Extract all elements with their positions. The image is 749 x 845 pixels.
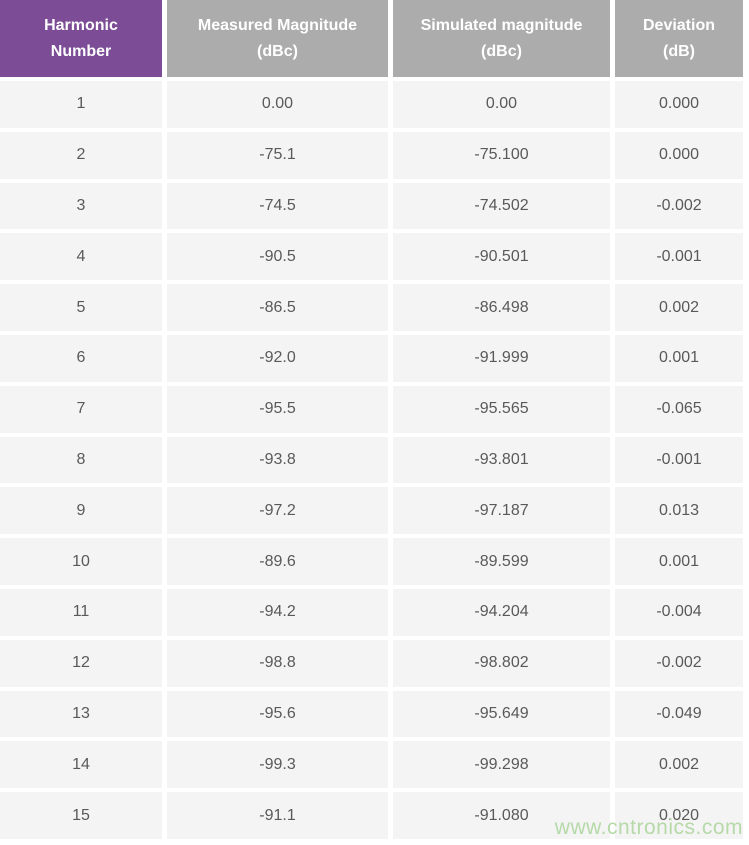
table-row: 5 -86.5 -86.498 0.002 (0, 284, 744, 331)
table-row: 13 -95.6 -95.649 -0.049 (0, 690, 744, 738)
table-row: 7 -95.5 -95.565 -0.065 (0, 385, 744, 433)
cell-measured-magnitude: -94.2 (167, 588, 388, 636)
cell-deviation: -0.002 (615, 182, 743, 230)
cell-harmonic-number: 8 (0, 436, 162, 484)
table-row: 9 -97.2 -97.187 0.013 (0, 487, 744, 535)
table-row: 8 -93.8 -93.801 -0.001 (0, 436, 744, 484)
cell-simulated-magnitude: -98.802 (393, 639, 610, 687)
cell-simulated-magnitude: -91.999 (393, 334, 610, 382)
cell-harmonic-number: 3 (0, 182, 162, 230)
cell-harmonic-number: 13 (0, 690, 162, 738)
cell-deviation: 0.013 (615, 487, 743, 535)
table-row: 6 -92.0 -91.999 0.001 (0, 334, 744, 382)
cell-deviation: 0.000 (615, 131, 743, 179)
cell-deviation: -0.001 (615, 233, 743, 281)
cell-measured-magnitude: -95.5 (167, 385, 388, 433)
cell-harmonic-number: 2 (0, 131, 162, 179)
cell-deviation: 0.002 (615, 741, 743, 789)
cell-deviation: 0.020 (615, 792, 743, 839)
cell-measured-magnitude: -99.3 (167, 741, 388, 789)
cell-measured-magnitude: 0.00 (167, 81, 388, 128)
cell-deviation: 0.000 (615, 81, 743, 128)
cell-measured-magnitude: -91.1 (167, 792, 388, 839)
cell-harmonic-number: 9 (0, 487, 162, 535)
cell-simulated-magnitude: -95.649 (393, 690, 610, 738)
cell-harmonic-number: 6 (0, 334, 162, 382)
cell-harmonic-number: 10 (0, 538, 162, 585)
cell-harmonic-number: 7 (0, 385, 162, 433)
table-row: 14 -99.3 -99.298 0.002 (0, 741, 744, 789)
cell-measured-magnitude: -74.5 (167, 182, 388, 230)
table-row: 2 -75.1 -75.100 0.000 (0, 131, 744, 179)
cell-simulated-magnitude: -89.599 (393, 538, 610, 585)
table-row: 1 0.00 0.00 0.000 (0, 81, 744, 128)
cell-measured-magnitude: -90.5 (167, 233, 388, 281)
cell-simulated-magnitude: -74.502 (393, 182, 610, 230)
cell-measured-magnitude: -97.2 (167, 487, 388, 535)
table-row: 3 -74.5 -74.502 -0.002 (0, 182, 744, 230)
cell-measured-magnitude: -89.6 (167, 538, 388, 585)
cell-deviation: -0.004 (615, 588, 743, 636)
cell-simulated-magnitude: -75.100 (393, 131, 610, 179)
cell-deviation: 0.001 (615, 538, 743, 585)
table-row: 12 -98.8 -98.802 -0.002 (0, 639, 744, 687)
cell-deviation: -0.049 (615, 690, 743, 738)
cell-harmonic-number: 14 (0, 741, 162, 789)
cell-measured-magnitude: -92.0 (167, 334, 388, 382)
cell-measured-magnitude: -98.8 (167, 639, 388, 687)
column-header-simulated-magnitude: Simulated magnitude (dBc) (393, 0, 610, 77)
cell-measured-magnitude: -95.6 (167, 690, 388, 738)
cell-harmonic-number: 1 (0, 81, 162, 128)
table-row: 10 -89.6 -89.599 0.001 (0, 538, 744, 585)
cell-simulated-magnitude: -86.498 (393, 284, 610, 331)
cell-measured-magnitude: -75.1 (167, 131, 388, 179)
column-header-harmonic-number: Harmonic Number (0, 0, 162, 77)
column-header-deviation: Deviation (dB) (615, 0, 743, 77)
cell-measured-magnitude: -93.8 (167, 436, 388, 484)
cell-harmonic-number: 11 (0, 588, 162, 636)
cell-deviation: -0.065 (615, 385, 743, 433)
cell-deviation: -0.002 (615, 639, 743, 687)
cell-harmonic-number: 15 (0, 792, 162, 839)
cell-deviation: -0.001 (615, 436, 743, 484)
cell-deviation: 0.001 (615, 334, 743, 382)
cell-harmonic-number: 4 (0, 233, 162, 281)
cell-simulated-magnitude: -99.298 (393, 741, 610, 789)
table-row: 11 -94.2 -94.204 -0.004 (0, 588, 744, 636)
cell-simulated-magnitude: -93.801 (393, 436, 610, 484)
cell-harmonic-number: 5 (0, 284, 162, 331)
cell-simulated-magnitude: -97.187 (393, 487, 610, 535)
cell-deviation: 0.002 (615, 284, 743, 331)
cell-simulated-magnitude: -95.565 (393, 385, 610, 433)
table-header-row: Harmonic Number Measured Magnitude (dBc)… (0, 0, 744, 77)
cell-simulated-magnitude: -90.501 (393, 233, 610, 281)
cell-simulated-magnitude: -91.080 (393, 792, 610, 839)
cell-simulated-magnitude: 0.00 (393, 81, 610, 128)
column-header-measured-magnitude: Measured Magnitude (dBc) (167, 0, 388, 77)
cell-measured-magnitude: -86.5 (167, 284, 388, 331)
cell-simulated-magnitude: -94.204 (393, 588, 610, 636)
cell-harmonic-number: 12 (0, 639, 162, 687)
table-row: 15 -91.1 -91.080 0.020 (0, 792, 744, 839)
table-row: 4 -90.5 -90.501 -0.001 (0, 233, 744, 281)
